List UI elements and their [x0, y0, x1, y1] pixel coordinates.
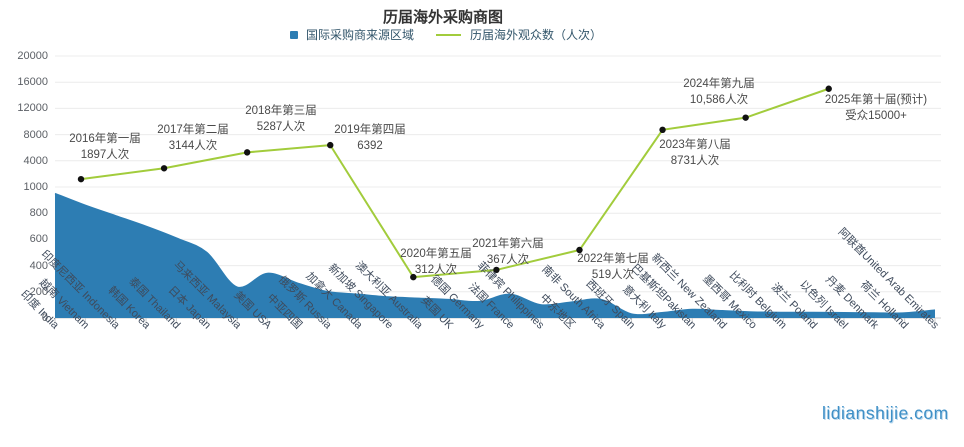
annotation-year-label: 2020年第五届 — [400, 248, 472, 260]
data-point-dot — [160, 165, 168, 172]
annotation-year-label: 2022年第七届 — [577, 253, 649, 265]
annotation-year-label: 2016年第一届 — [69, 133, 141, 145]
annotation-value-label: 8731人次 — [670, 155, 720, 167]
annotation-year-label: 2021年第六届 — [472, 238, 544, 250]
legend: 国际采购商来源区域 历届海外观众数（人次） — [290, 26, 602, 43]
point-annotation: 2021年第六届 367人次 — [472, 236, 544, 268]
legend-label-buyer-regions: 国际采购商来源区域 — [306, 28, 415, 42]
data-point-dot — [825, 85, 832, 92]
annotation-value-label: 367人次 — [486, 254, 530, 266]
y-tick-label: 20000 — [17, 50, 48, 62]
point-annotation: 2025年第十届(预计) 受众15000+ — [825, 92, 927, 124]
y-tick-label: 1000 — [23, 181, 48, 193]
data-point-dot — [327, 141, 334, 149]
data-point-dot — [576, 246, 583, 254]
buyer-regions-area — [55, 193, 935, 318]
annotation-value-label: 312人次 — [414, 264, 458, 276]
buyer-regions-area-edge — [54, 192, 936, 316]
annotation-value-label: 3144人次 — [168, 140, 218, 152]
y-tick-label: 8000 — [23, 128, 48, 141]
point-annotation: 2024年第九届 10,586人次 — [683, 76, 755, 108]
annotation-value-label: 6392 — [357, 140, 383, 152]
point-annotation: 2022年第七届 519人次 — [577, 251, 649, 283]
annotation-year-label: 2019年第四届 — [334, 124, 406, 136]
annotation-value-label: 519人次 — [591, 269, 635, 281]
legend-item-overseas-visitors[interactable]: 历届海外观众数（人次） — [436, 26, 602, 43]
y-tick-label: 600 — [29, 233, 48, 246]
overseas-visitors-line — [80, 87, 830, 279]
annotation-value-label: 10,586人次 — [689, 94, 749, 106]
annotation-year-label: 2017年第二届 — [157, 124, 229, 136]
annotation-year-label: 2018年第三届 — [245, 105, 317, 117]
point-annotation: 2023年第八届 8731人次 — [659, 137, 731, 169]
legend-label-overseas-visitors: 历届海外观众数（人次） — [470, 28, 603, 42]
y-tick-label: 16000 — [17, 76, 48, 89]
y-tick-label: 12000 — [17, 102, 48, 115]
data-point-dot — [410, 273, 417, 281]
annotation-year-label: 2023年第八届 — [659, 139, 731, 151]
point-annotation: 2017年第二届 3144人次 — [157, 122, 229, 154]
data-point-dot — [493, 266, 500, 274]
annotation-year-label: 2025年第十届(预计) — [824, 94, 928, 106]
y-tick-label: 4000 — [23, 154, 48, 167]
point-annotation: 2020年第五届 312人次 — [400, 246, 472, 278]
legend-item-buyer-regions[interactable]: 国际采购商来源区域 — [290, 26, 414, 43]
legend-line-icon — [436, 33, 462, 36]
y-tick-label: 400 — [29, 259, 48, 272]
point-annotation: 2016年第一届 1897人次 — [69, 131, 141, 163]
y-tick-label: 200 — [29, 285, 48, 298]
y-tick-label: 800 — [29, 207, 48, 220]
legend-square-icon — [290, 30, 298, 39]
data-point-dot — [243, 149, 251, 156]
watermark: lidianshijie.com — [822, 403, 949, 423]
y-tick-label: 0 — [41, 312, 48, 324]
point-annotation: 2018年第三届 5287人次 — [245, 103, 317, 135]
annotation-value-label: 5287人次 — [256, 121, 306, 133]
annotation-value-label: 受众15000+ — [845, 110, 907, 122]
data-point-dot — [659, 126, 666, 134]
data-point-dot — [77, 175, 85, 183]
annotation-value-label: 1897人次 — [80, 149, 130, 161]
point-annotation: 2019年第四届 6392 — [334, 122, 406, 154]
annotation-year-label: 2024年第九届 — [683, 78, 755, 90]
chart-title: 历届海外采购商图 — [382, 9, 504, 26]
data-point-dot — [742, 114, 749, 121]
